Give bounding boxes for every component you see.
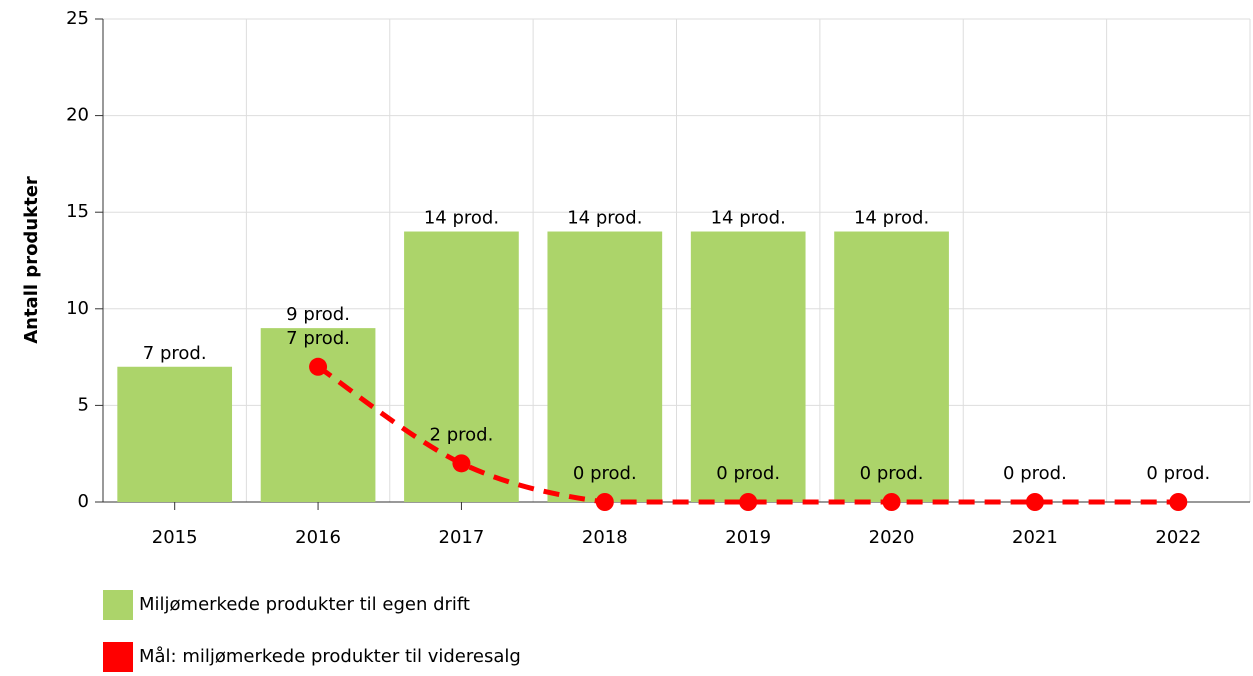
data-label: 14 prod. — [854, 208, 929, 229]
line-point — [1025, 493, 1044, 511]
y-tick-label: 0 — [78, 491, 89, 512]
y-axis-label: Antall produkter — [21, 176, 42, 344]
data-label: 14 prod. — [424, 208, 499, 229]
bar — [260, 328, 376, 502]
legend-swatch — [103, 590, 133, 620]
line-point — [739, 493, 758, 511]
legend-label: Miljømerkede produkter til egen drift — [139, 594, 470, 615]
x-tick-label: 2018 — [582, 527, 628, 548]
x-tick-label: 2017 — [439, 527, 485, 548]
y-tick-label: 20 — [66, 105, 89, 126]
line-point — [595, 493, 614, 511]
bar — [547, 231, 663, 502]
data-label: 0 prod. — [1146, 463, 1210, 484]
y-tick-label: 10 — [66, 298, 89, 319]
data-label: 14 prod. — [567, 208, 642, 229]
line-point — [1169, 493, 1188, 511]
x-tick-label: 2015 — [152, 527, 198, 548]
data-label: 0 prod. — [716, 463, 780, 484]
data-label: 14 prod. — [711, 208, 786, 229]
bar — [690, 231, 806, 502]
data-label: 7 prod. — [286, 328, 350, 349]
data-label: 0 prod. — [1003, 463, 1067, 484]
x-tick-label: 2019 — [725, 527, 771, 548]
bar — [834, 231, 949, 502]
legend-swatch — [103, 642, 133, 672]
y-tick-label: 25 — [66, 8, 89, 29]
x-tick-label: 2020 — [869, 527, 915, 548]
data-label: 9 prod. — [286, 304, 350, 325]
legend-label: Mål: miljømerkede produkter til videresa… — [139, 646, 521, 667]
line-point — [882, 493, 901, 511]
x-tick-label: 2021 — [1012, 527, 1058, 548]
x-tick-label: 2016 — [295, 527, 341, 548]
data-label: 0 prod. — [573, 463, 637, 484]
data-label: 2 prod. — [430, 424, 494, 445]
data-label: 0 prod. — [860, 463, 924, 484]
x-tick-label: 2022 — [1155, 527, 1201, 548]
y-tick-label: 5 — [78, 394, 89, 415]
y-tick-label: 15 — [66, 201, 89, 222]
bar — [117, 366, 233, 502]
data-label: 7 prod. — [143, 343, 207, 364]
line-point — [452, 454, 471, 473]
line-point — [309, 357, 328, 376]
